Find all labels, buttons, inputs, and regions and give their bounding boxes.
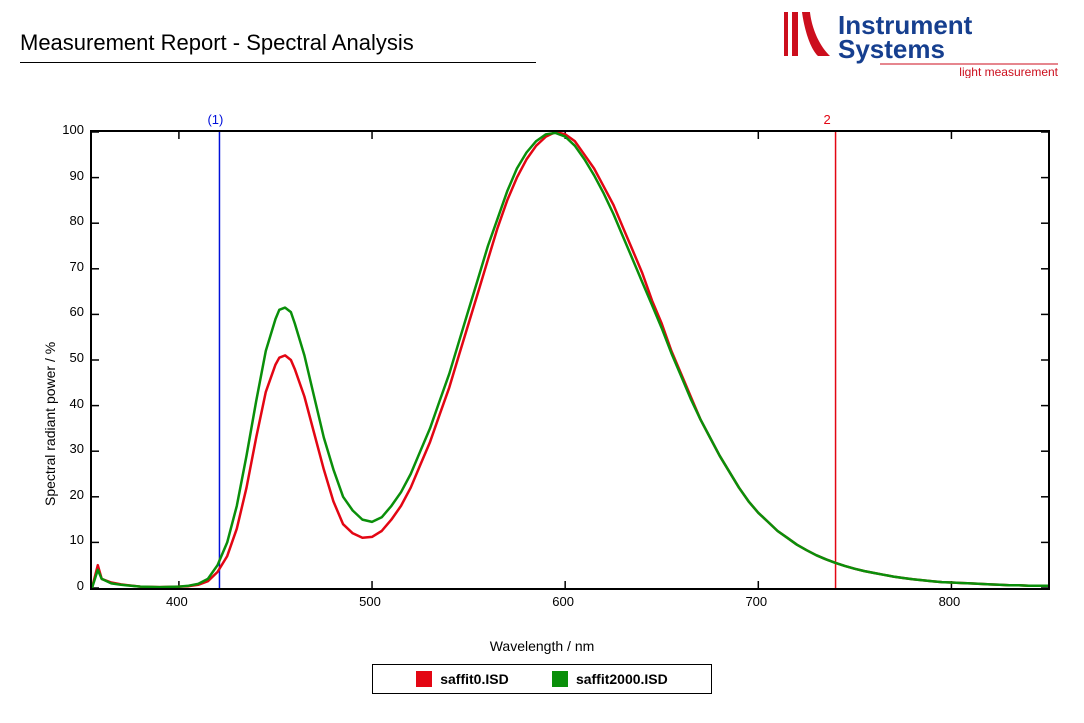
xtick-label: 500 xyxy=(350,594,390,609)
legend-label-0: saffit0.ISD xyxy=(440,671,508,687)
ytick-label: 90 xyxy=(50,168,84,183)
ytick-label: 20 xyxy=(50,487,84,502)
ytick-label: 60 xyxy=(50,304,84,319)
legend-item-1: saffit2000.ISD xyxy=(552,671,668,687)
xtick-label: 800 xyxy=(929,594,969,609)
logo-tagline: light measurement xyxy=(959,65,1058,78)
report-title: Measurement Report - Spectral Analysis xyxy=(20,30,536,63)
logo-bars-icon xyxy=(784,12,830,56)
ytick-label: 30 xyxy=(50,441,84,456)
xtick-label: 600 xyxy=(543,594,583,609)
plot-box xyxy=(90,130,1050,590)
y-axis-label: Spectral radiant power / % xyxy=(42,342,58,506)
ytick-label: 0 xyxy=(50,578,84,593)
legend-item-0: saffit0.ISD xyxy=(416,671,508,687)
ytick-label: 40 xyxy=(50,396,84,411)
company-logo: Instrument Systems light measurement xyxy=(776,8,1066,78)
marker-label: 2 xyxy=(824,112,831,127)
plot-svg xyxy=(92,132,1048,588)
legend-swatch-0 xyxy=(416,671,432,687)
ytick-label: 10 xyxy=(50,532,84,547)
ytick-label: 50 xyxy=(50,350,84,365)
xtick-label: 400 xyxy=(157,594,197,609)
legend-box: saffit0.ISD saffit2000.ISD xyxy=(372,664,712,694)
ytick-label: 100 xyxy=(50,122,84,137)
title-row: Measurement Report - Spectral Analysis xyxy=(20,30,780,63)
legend-swatch-1 xyxy=(552,671,568,687)
x-axis-label: Wavelength / nm xyxy=(20,638,1064,654)
legend-label-1: saffit2000.ISD xyxy=(576,671,668,687)
xtick-label: 700 xyxy=(736,594,776,609)
logo-text-bottom: Systems xyxy=(838,34,945,64)
ytick-label: 80 xyxy=(50,213,84,228)
chart-area: Spectral radiant power / % 0 10 20 30 40 50 60… xyxy=(20,90,1064,710)
marker-label: (1) xyxy=(207,112,223,127)
page-root: Measurement Report - Spectral Analysis I… xyxy=(0,0,1084,723)
ytick-label: 70 xyxy=(50,259,84,274)
